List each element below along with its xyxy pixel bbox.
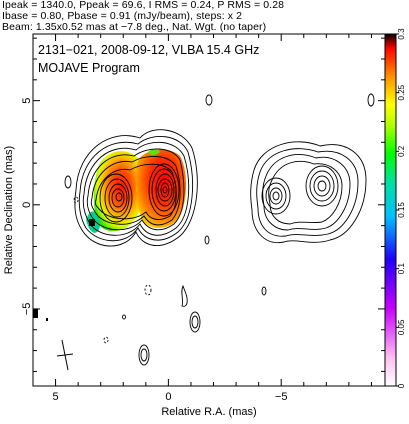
x-axis-label: Relative R.A. (mas) xyxy=(161,406,256,418)
polarization-core-edge xyxy=(148,149,160,155)
plot-subtitle: MOJAVE Program xyxy=(38,61,140,75)
x-tick-label: 0 xyxy=(165,391,171,403)
polarization-east-region xyxy=(93,151,144,232)
y-tick-label: 5 xyxy=(21,98,33,104)
edge-mark xyxy=(33,309,38,318)
colorbar-tick-label: 0.2 xyxy=(397,145,406,157)
plot-frame xyxy=(32,33,386,387)
plot-header: Ipeak = 1340.0, Ppeak = 69.6, I RMS = 0.… xyxy=(2,0,407,33)
x-tick-label: 5 xyxy=(53,391,59,403)
header-beam-line: Beam: 1.35x0.52 mas at −7.8 deg., Nat. W… xyxy=(2,21,267,33)
beam-minor-axis xyxy=(56,353,74,357)
colorbar-tick-label: 0.3 xyxy=(397,28,406,40)
colorbar-tick-label: 0 xyxy=(397,383,406,388)
colorbar-tick-label: 0.1 xyxy=(397,263,406,275)
x-tick-label: −5 xyxy=(275,391,288,403)
colorbar-tick-label: 0.25 xyxy=(397,84,406,100)
y-tick-label: −5 xyxy=(21,303,33,316)
plot-title: 2131−021, 2008-09-12, VLBA 15.4 GHz xyxy=(38,43,259,57)
y-tick-label: 0 xyxy=(21,202,33,208)
blanked-pixel-mark xyxy=(89,219,95,226)
intensity-contours xyxy=(64,93,375,366)
header-base-line: Ibase = 0.80, Pbase = 0.91 (mJy/beam), s… xyxy=(2,10,243,22)
edge-mark-small xyxy=(46,318,48,321)
colorbar-tick-label: 0.05 xyxy=(397,319,406,335)
header-stats-line: Ipeak = 1340.0, Ppeak = 69.6, I RMS = 0.… xyxy=(2,0,285,11)
colorbar-tick-label: 0.15 xyxy=(397,202,406,218)
beam-marker xyxy=(56,339,74,371)
edge-marks xyxy=(33,219,95,321)
colorbar xyxy=(384,33,397,387)
axes: 5 0 −5 5 0 −5 0 0.05 0.1 0.15 0.2 0.25 0.3 xyxy=(21,28,406,403)
y-axis-label: Relative Declination (mas) xyxy=(3,146,15,274)
